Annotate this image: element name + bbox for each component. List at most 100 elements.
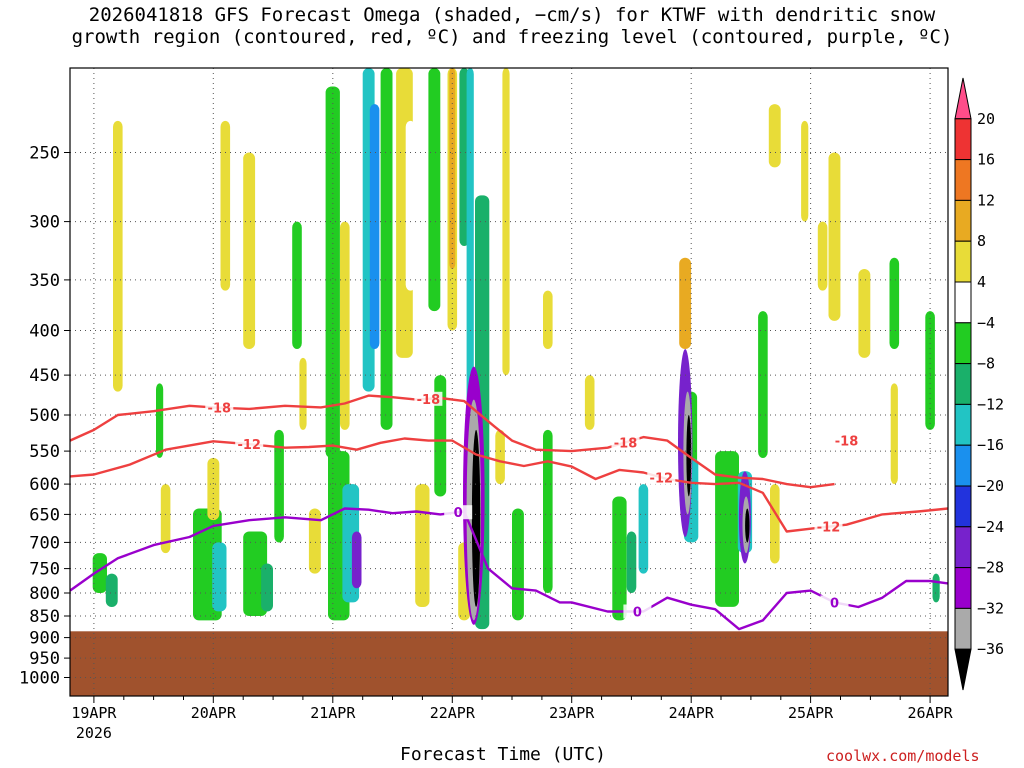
omega-cell xyxy=(212,542,227,612)
omega-cell xyxy=(584,375,595,430)
colorbar-segment xyxy=(954,159,972,201)
contour-label-bg xyxy=(623,604,652,619)
contour-label-bg xyxy=(444,505,473,520)
ground-layer xyxy=(70,631,948,696)
omega-cell xyxy=(612,496,627,621)
omega-cell xyxy=(466,68,474,415)
y-tick-label: 300 xyxy=(29,213,60,233)
colorbar-label: 8 xyxy=(977,232,986,250)
omega-cell xyxy=(351,531,362,589)
omega-cell xyxy=(828,152,841,321)
contour-label: -12 xyxy=(237,438,261,453)
chart-title: 2026041818 GFS Forecast Omega (shaded, −… xyxy=(0,4,1024,48)
omega-cell xyxy=(292,221,302,349)
plot-frame xyxy=(69,67,949,697)
colorbar-label: −32 xyxy=(977,599,1004,617)
omega-cell xyxy=(428,68,441,312)
contour-label-bg xyxy=(414,391,443,406)
colorbar: 20 16 12 8 4 −4 −8 −12 −16 −20 −24 −28 −32 −36 xyxy=(954,77,1004,691)
omega-cell xyxy=(512,508,524,621)
omega-cell xyxy=(274,429,284,543)
omega-cell xyxy=(925,311,935,430)
y-tick-label: 550 xyxy=(29,442,60,462)
x-year-label: 2026 xyxy=(76,724,112,742)
omega-cell xyxy=(858,269,871,358)
colorbar-label: −20 xyxy=(977,477,1004,495)
omega-cell xyxy=(156,383,164,458)
y-tick-label: 1000 xyxy=(19,669,60,689)
contour-label-layer: -18 -18 -18 -18 -12 -12 -12 0 0 0 xyxy=(205,391,861,621)
colorbar-label: 20 xyxy=(977,110,995,128)
colorbar-label: −24 xyxy=(977,518,1004,536)
colorbar-segment xyxy=(954,403,972,446)
colorbar-segment xyxy=(954,363,972,405)
y-tick-label: 900 xyxy=(29,629,60,649)
contour-label-bg xyxy=(235,437,264,452)
omega-cell xyxy=(405,120,416,291)
omega-cell xyxy=(638,484,649,574)
colorbar-label: −8 xyxy=(977,355,995,373)
omega-cell xyxy=(243,152,256,349)
colorbar-label: 4 xyxy=(977,273,986,291)
y-tick-label: 400 xyxy=(29,322,60,342)
colorbar-segment xyxy=(954,444,972,487)
contour-label: -18 xyxy=(614,436,638,451)
omega-cell xyxy=(758,311,768,458)
contour-label-bg xyxy=(820,595,849,610)
omega-cell xyxy=(679,257,692,349)
credit-link[interactable]: coolwx.com/models xyxy=(826,747,980,765)
chart-title-line2: growth region (contoured, red, ºC) and f… xyxy=(71,26,953,48)
omega-core xyxy=(471,429,481,607)
colorbar-segment xyxy=(954,567,972,609)
contour-label: 0 xyxy=(830,596,839,611)
colorbar-segment xyxy=(954,77,972,120)
y-tick-label: 600 xyxy=(29,475,60,495)
colorbar-segment xyxy=(954,199,972,242)
y-tick-label: 850 xyxy=(29,607,60,627)
omega-cell xyxy=(801,120,809,222)
omega-cell xyxy=(890,383,898,484)
colorbar-segment xyxy=(954,281,972,324)
y-tick-label: 350 xyxy=(29,271,60,291)
contour-label-bg xyxy=(832,433,861,448)
omega-cell xyxy=(380,68,393,430)
colorbar-segment xyxy=(954,240,972,283)
omega-cell xyxy=(325,86,340,458)
omega-cell xyxy=(105,573,118,607)
colorbar-segment xyxy=(954,322,972,365)
omega-cell xyxy=(92,553,107,593)
omega-cell xyxy=(299,357,307,430)
omega-cell xyxy=(626,531,637,593)
contour-label: 0 xyxy=(454,506,463,521)
contour-label-bg xyxy=(611,435,640,450)
x-axis-title: Forecast Time (UTC) xyxy=(400,744,606,765)
y-tick-label: 700 xyxy=(29,533,60,553)
colorbar-segment xyxy=(954,118,972,161)
y-tick-label: 450 xyxy=(29,366,60,386)
ground-terrain xyxy=(70,631,948,696)
contour-label: -18 xyxy=(208,402,232,417)
omega-cell xyxy=(817,221,828,291)
omega-cell xyxy=(715,451,739,607)
omega-cell xyxy=(768,104,781,168)
contour-label: -12 xyxy=(650,471,674,486)
y-tick-label: 950 xyxy=(29,649,60,669)
omega-cell xyxy=(369,104,380,349)
chart-title-line1: 2026041818 GFS Forecast Omega (shaded, −… xyxy=(88,4,936,26)
colorbar-label: −28 xyxy=(977,559,1004,577)
colorbar-label: −12 xyxy=(977,395,1004,413)
y-tick-label: 750 xyxy=(29,560,60,580)
colorbar-label: −36 xyxy=(977,640,1004,658)
x-tick-label: 23APR xyxy=(549,704,595,722)
omega-cell xyxy=(220,120,231,291)
omega-cell xyxy=(543,290,553,349)
x-tick-label: 22APR xyxy=(430,704,476,722)
colorbar-label: 16 xyxy=(977,151,995,169)
y-tick-label: 650 xyxy=(29,505,60,525)
x-tick-label: 19APR xyxy=(71,704,117,722)
omega-cell xyxy=(770,484,780,564)
omega-cell xyxy=(160,484,171,554)
contour-label: 0 xyxy=(633,606,642,621)
omega-cell xyxy=(261,563,273,612)
